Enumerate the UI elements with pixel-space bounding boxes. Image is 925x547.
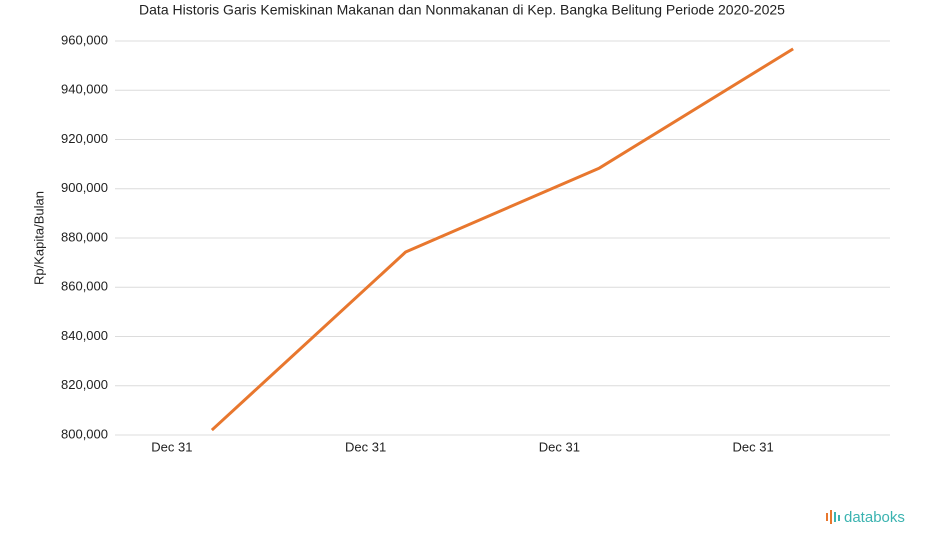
y-tick-label: 920,000 (61, 131, 108, 146)
chart-title: Data Historis Garis Kemiskinan Makanan d… (139, 2, 785, 18)
y-tick-label: 880,000 (61, 229, 108, 244)
logo-bar (834, 512, 836, 522)
x-tick-label: Dec 31 (151, 439, 192, 454)
y-tick-label: 820,000 (61, 377, 108, 392)
x-tick-label: Dec 31 (733, 439, 774, 454)
logo-bar (838, 515, 840, 521)
y-tick-label: 960,000 (61, 32, 108, 47)
x-tick-label: Dec 31 (345, 439, 386, 454)
y-axis-label: Rp/Kapita/Bulan (31, 191, 46, 285)
y-tick-label: 900,000 (61, 180, 108, 195)
logo: databoks (826, 509, 905, 526)
line-series (210, 47, 794, 432)
logo-bar (826, 513, 828, 521)
brand: databoks (844, 509, 905, 526)
y-tick-label: 940,000 (61, 82, 108, 97)
y-tick-label: 800,000 (61, 426, 108, 441)
y-tick-label: 860,000 (61, 279, 108, 294)
logo-bar (830, 510, 832, 524)
y-tick-label: 840,000 (61, 328, 108, 343)
x-tick-label: Dec 31 (539, 439, 580, 454)
